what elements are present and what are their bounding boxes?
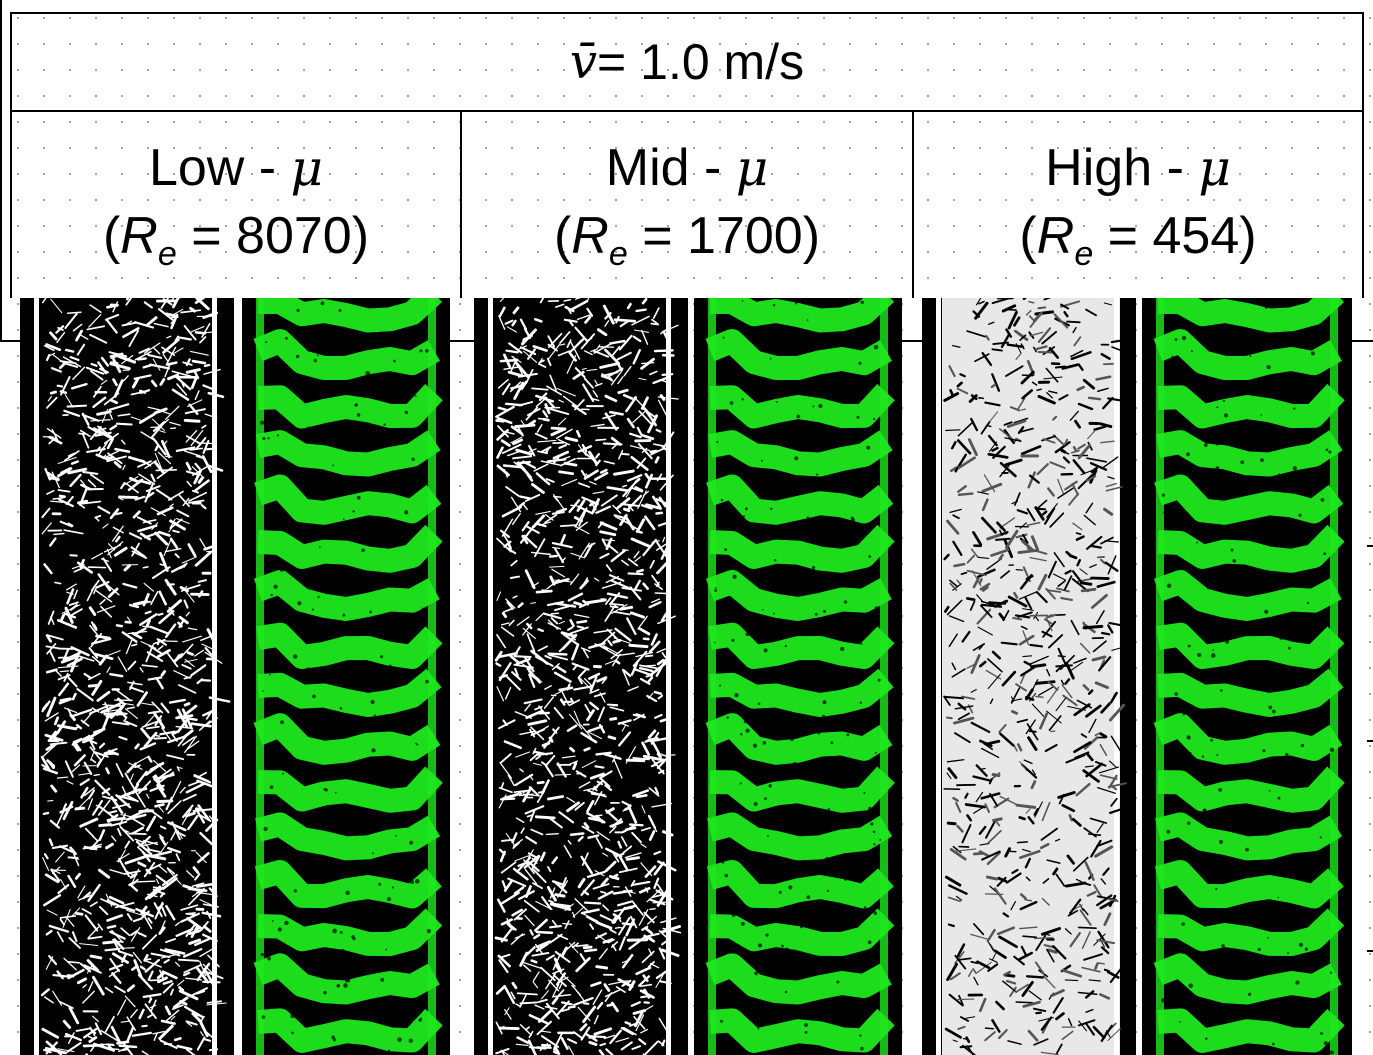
reynolds-label: (Re = 1700)	[553, 207, 821, 273]
reynolds-label: (Re = 454)	[1019, 207, 1257, 273]
interferogram-image-mid	[694, 298, 902, 1055]
column-header-high: High - μ (Re = 454)	[912, 112, 1364, 298]
velocity-header: v̄ = 1.0 m/s	[10, 12, 1364, 112]
velocity-value: = 1.0 m/s	[597, 34, 805, 90]
interferogram-image-low	[242, 298, 450, 1055]
schlieren-image-mid	[474, 298, 688, 1055]
velocity-symbol: v̄	[569, 34, 598, 90]
left-border-line	[0, 0, 2, 340]
horizontal-rule-mid1	[450, 340, 474, 342]
column-header-low: Low - μ (Re = 8070)	[10, 112, 462, 298]
horizontal-rule-right	[1352, 340, 1373, 342]
schlieren-image-high	[922, 298, 1136, 1055]
reynolds-label: (Re = 8070)	[102, 207, 370, 273]
column-title: Mid - μ	[605, 139, 769, 197]
horizontal-rule-mid2	[902, 340, 922, 342]
column-title: High - μ	[1045, 139, 1231, 197]
horizontal-rule-left	[0, 340, 20, 342]
column-header-mid: Mid - μ (Re = 1700)	[460, 112, 914, 298]
column-title: Low - μ	[148, 139, 324, 197]
schlieren-image-low	[20, 298, 234, 1055]
interferogram-image-high	[1142, 298, 1352, 1055]
